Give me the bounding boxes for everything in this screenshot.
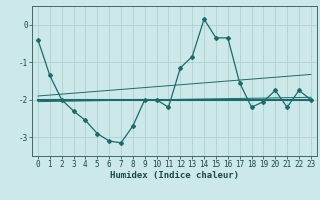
X-axis label: Humidex (Indice chaleur): Humidex (Indice chaleur) — [110, 171, 239, 180]
